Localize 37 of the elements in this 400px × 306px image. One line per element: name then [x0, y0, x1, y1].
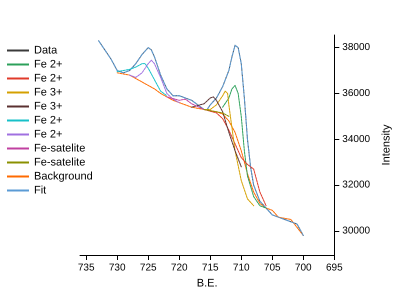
x-tick-label: 730	[108, 262, 126, 274]
legend-label: Fe 2+	[34, 72, 62, 84]
line-series	[129, 60, 180, 104]
line-series	[116, 63, 168, 96]
x-tick-label: 725	[140, 262, 158, 274]
line-series	[98, 40, 304, 236]
line-series	[204, 90, 254, 206]
x-tick-label: 710	[232, 262, 250, 274]
x-axis-title: B.E.	[196, 277, 218, 290]
y-tick-label: 38000	[342, 42, 371, 54]
x-tick-label: 715	[202, 262, 220, 274]
legend-label: Fe 3+	[34, 100, 62, 112]
legend-label: Background	[34, 170, 93, 182]
y-axis-title: Intensity	[380, 124, 392, 166]
legend-label: Fe-satelite	[34, 156, 86, 168]
legend-label: Fe 2+	[34, 58, 62, 70]
legend-label: Fit	[34, 184, 46, 196]
legend-label: Fe 2+	[34, 114, 62, 126]
line-series	[191, 96, 242, 168]
legend-label: Fe 3+	[34, 86, 62, 98]
line-series	[204, 108, 267, 206]
legend-label: Fe-satelite	[34, 142, 86, 154]
line-series	[222, 84, 267, 209]
x-tick-label: 705	[264, 262, 282, 274]
y-tick-label: 30000	[342, 225, 371, 236]
legend-label: Data	[34, 44, 58, 56]
x-tick-label: 735	[78, 262, 95, 274]
x-tick-label: 720	[170, 262, 188, 274]
line-series	[116, 72, 304, 236]
line-series	[166, 96, 205, 110]
line-series	[204, 108, 230, 117]
legend-label: Fe 2+	[34, 128, 62, 140]
x-tick-label: 695	[326, 262, 344, 274]
y-tick-label: 36000	[342, 88, 371, 99]
y-tick-label: 32000	[342, 180, 371, 191]
y-tick-label: 34000	[342, 134, 371, 145]
x-tick-label: 700	[294, 262, 312, 274]
